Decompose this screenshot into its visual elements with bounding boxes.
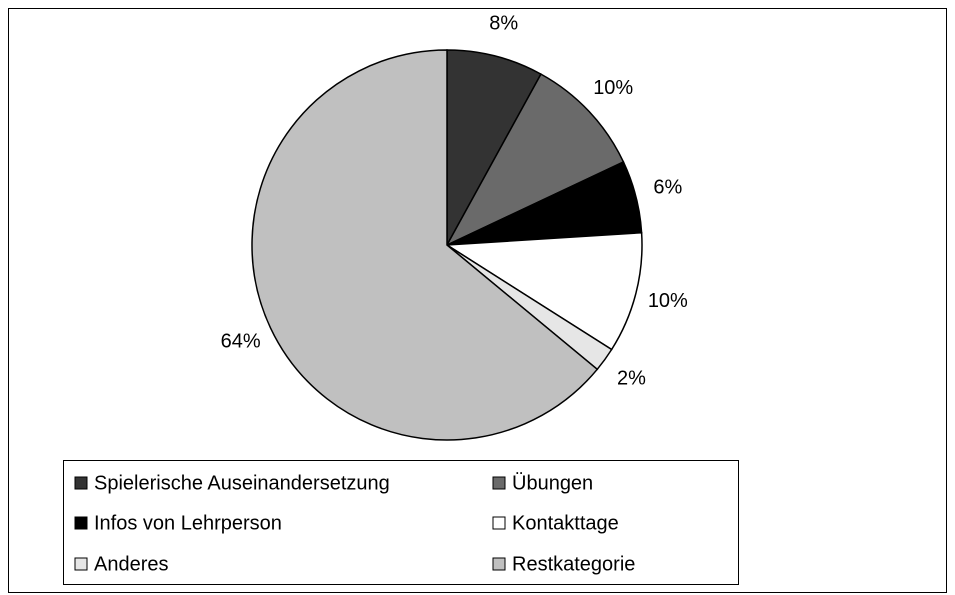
legend-label: Übungen (512, 472, 593, 494)
legend-swatch (492, 516, 506, 530)
legend-swatch (492, 476, 506, 490)
legend-label: Spielerische Auseinandersetzung (94, 472, 390, 494)
pie-slice (445, 73, 625, 247)
legend-label: Kontakttage (512, 512, 619, 534)
data-label: 10% (648, 290, 688, 312)
data-label: 2% (617, 367, 646, 389)
data-label: 10% (593, 77, 633, 99)
legend-swatch (492, 557, 506, 571)
data-label: 8% (489, 12, 518, 34)
legend-label: Restkategorie (512, 553, 635, 575)
legend-swatch (74, 516, 88, 530)
data-label: 6% (653, 177, 682, 199)
data-label: 64% (221, 330, 261, 352)
pie-slice (444, 231, 643, 351)
legend-box (63, 460, 739, 585)
legend-label: Infos von Lehrperson (94, 512, 282, 534)
legend-swatch (74, 557, 88, 571)
pie-slice (446, 49, 542, 246)
legend-label: Anderes (94, 553, 169, 575)
legend-swatch (74, 476, 88, 490)
pie-slice (251, 49, 599, 441)
